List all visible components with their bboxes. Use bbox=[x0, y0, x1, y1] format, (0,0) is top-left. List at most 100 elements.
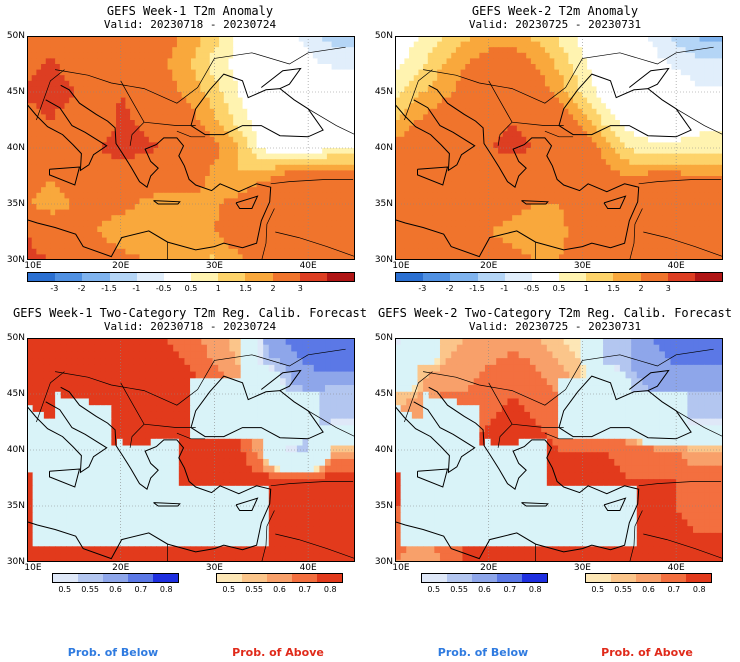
legend-swatch bbox=[422, 574, 447, 582]
legend-swatch bbox=[299, 273, 327, 281]
legend-tick-label: 0.5 bbox=[591, 585, 605, 594]
legend-swatch bbox=[78, 574, 103, 582]
legend-swatch bbox=[153, 574, 178, 582]
map-canvas bbox=[27, 338, 355, 562]
legend-swatch bbox=[218, 273, 246, 281]
legend-swatch bbox=[694, 273, 723, 281]
legend-tick-label: 1.5 bbox=[239, 284, 253, 293]
legend-tick-label: 2 bbox=[638, 284, 644, 293]
lat-label: 40N bbox=[374, 143, 393, 153]
lat-label: 45N bbox=[6, 87, 25, 97]
legend-swatch bbox=[504, 273, 532, 281]
lat-label: 30N bbox=[374, 557, 393, 567]
legend-tick-label: 0.8 bbox=[159, 585, 173, 594]
legend-tick-label: 0.8 bbox=[528, 585, 542, 594]
map-canvas bbox=[395, 338, 723, 562]
panel3-title: GEFS Week-1 Two-Category T2m Reg. Calib.… bbox=[12, 306, 367, 320]
legend-swatch bbox=[423, 273, 451, 281]
legend-swatch bbox=[686, 574, 711, 582]
legend-tick-label: 0.5 bbox=[58, 585, 72, 594]
legend-tick-label: -1.5 bbox=[469, 284, 485, 293]
panel1-valid-dates: Valid: 20230718 - 20230724 bbox=[103, 18, 277, 31]
lon-label: 10E bbox=[392, 261, 410, 271]
legend-swatch bbox=[586, 574, 611, 582]
lat-label: 35N bbox=[374, 199, 393, 209]
panel1-anomaly-legend bbox=[27, 272, 355, 282]
legend-swatch bbox=[55, 273, 83, 281]
legend-swatch bbox=[667, 273, 695, 281]
legend-swatch bbox=[109, 273, 137, 281]
lat-label: 45N bbox=[6, 389, 25, 399]
panel1-map bbox=[27, 36, 355, 260]
map-canvas bbox=[395, 36, 723, 260]
legend-swatch bbox=[82, 273, 110, 281]
legend-swatch bbox=[136, 273, 164, 281]
legend-tick-label: 0.55 bbox=[450, 585, 468, 594]
panel3-above-legend bbox=[216, 573, 343, 583]
legend-tick-label: 3 bbox=[665, 284, 671, 293]
legend-tick-label: 0.6 bbox=[273, 585, 286, 594]
legend-tick-label: -1 bbox=[500, 284, 509, 293]
map-frame bbox=[27, 36, 355, 260]
caption-prob-below-left: Prob. of Below bbox=[67, 646, 159, 659]
legend-swatch bbox=[317, 574, 342, 582]
legend-swatch bbox=[245, 273, 273, 281]
lon-label: 20E bbox=[480, 261, 498, 271]
lon-label: 10E bbox=[24, 261, 42, 271]
coastlines bbox=[395, 348, 723, 562]
lat-label: 30N bbox=[6, 255, 25, 265]
lat-label: 35N bbox=[6, 199, 25, 209]
legend-tick-label: 0.7 bbox=[503, 585, 517, 594]
legend-swatch bbox=[53, 574, 78, 582]
legend-tick-label: 0.5 bbox=[552, 284, 566, 293]
map-frame bbox=[27, 338, 355, 562]
lon-label: 10E bbox=[24, 563, 42, 573]
lat-label: 40N bbox=[6, 143, 25, 153]
lon-label: 20E bbox=[112, 563, 130, 573]
legend-swatch bbox=[28, 273, 56, 281]
legend-swatch bbox=[217, 574, 242, 582]
legend-swatch bbox=[611, 574, 636, 582]
lat-label: 35N bbox=[374, 501, 393, 511]
map-frame bbox=[395, 36, 723, 260]
lon-label: 20E bbox=[112, 261, 130, 271]
lat-label: 40N bbox=[6, 445, 25, 455]
legend-swatch bbox=[531, 273, 560, 281]
legend-tick-label: -3 bbox=[50, 284, 59, 293]
legend-tick-label: 1.5 bbox=[607, 284, 621, 293]
lon-label: 20E bbox=[480, 563, 498, 573]
lat-label: 50N bbox=[6, 31, 25, 41]
legend-tick-label: 0.7 bbox=[667, 585, 681, 594]
legend-tick-label: 0.55 bbox=[81, 585, 99, 594]
lon-label: 40E bbox=[667, 563, 685, 573]
lon-label: 30E bbox=[205, 563, 223, 573]
graticule bbox=[27, 36, 355, 260]
lat-label: 45N bbox=[374, 389, 393, 399]
legend-swatch bbox=[292, 574, 317, 582]
lat-label: 50N bbox=[6, 333, 25, 343]
map-frame bbox=[395, 338, 723, 562]
legend-tick-label: 0.7 bbox=[298, 585, 312, 594]
panel4-above-legend bbox=[585, 573, 712, 583]
legend-tick-label: 2 bbox=[270, 284, 276, 293]
legend-swatch bbox=[450, 273, 478, 281]
lat-label: 50N bbox=[374, 333, 393, 343]
panel4-map bbox=[395, 338, 723, 562]
field-cells bbox=[27, 36, 355, 260]
field-cells bbox=[395, 338, 723, 562]
panel1-title: GEFS Week-1 T2m Anomaly bbox=[106, 4, 274, 18]
legend-tick-label: -3 bbox=[418, 284, 427, 293]
legend-swatch bbox=[586, 273, 614, 281]
legend-tick-label: -0.5 bbox=[523, 284, 540, 293]
legend-swatch bbox=[396, 273, 424, 281]
legend-swatch bbox=[559, 273, 587, 281]
caption-prob-above-left: Prob. of Above bbox=[232, 646, 324, 659]
legend-swatch bbox=[497, 574, 522, 582]
legend-swatch bbox=[636, 574, 661, 582]
legend-tick-label: -1 bbox=[132, 284, 141, 293]
legend-swatch bbox=[640, 273, 668, 281]
lat-label: 50N bbox=[374, 31, 393, 41]
panel4-valid-dates: Valid: 20230725 - 20230731 bbox=[468, 320, 642, 333]
lon-label: 30E bbox=[205, 261, 223, 271]
lat-label: 30N bbox=[6, 557, 25, 567]
